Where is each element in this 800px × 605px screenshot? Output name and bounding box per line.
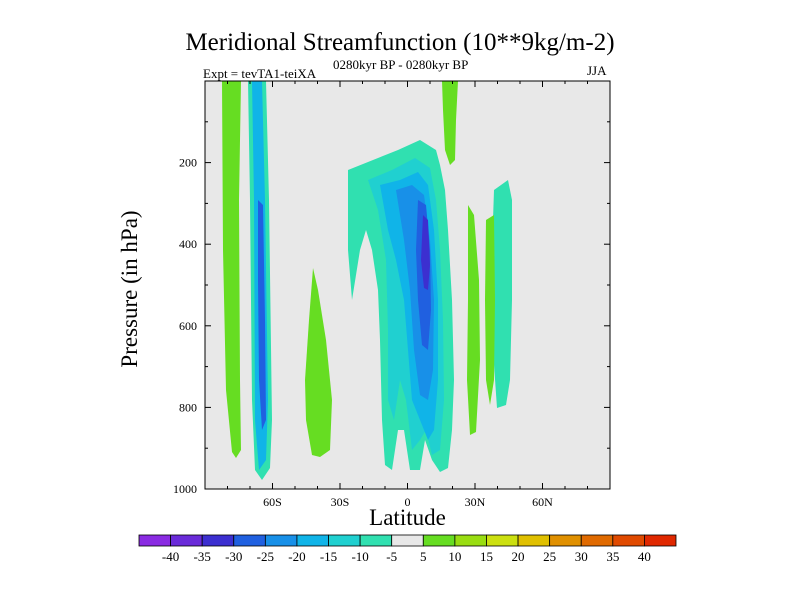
colorbar-label: -35 xyxy=(194,549,211,564)
contour-green-band-far-south xyxy=(222,81,241,458)
colorbar-swatch xyxy=(264,534,298,547)
colorbar-label: -10 xyxy=(351,549,368,564)
colorbar-swatch xyxy=(170,534,203,547)
y-tick-label: 1000 xyxy=(173,482,197,496)
y-axis-label: Pressure (in hPa) xyxy=(117,210,142,368)
colorbar-swatch xyxy=(517,534,551,547)
x-tick-label: 60S xyxy=(263,495,282,509)
colorbar-swatch xyxy=(359,534,393,547)
colorbar-label: 15 xyxy=(480,549,493,564)
colorbar-swatch xyxy=(296,534,329,547)
contour-blue-core-60s xyxy=(258,200,266,430)
x-tick-label: 60N xyxy=(532,495,553,509)
colorbar-swatch xyxy=(549,534,582,547)
x-tick-label: 0 xyxy=(405,495,411,509)
colorbar-label: -15 xyxy=(320,549,337,564)
contour-green-tongue-40s xyxy=(305,268,332,457)
contour-cyan-column-40n-green-edge xyxy=(485,215,495,405)
colorbar-label: 20 xyxy=(512,549,525,564)
colorbar-swatch xyxy=(233,534,266,547)
contour-cyan-column-40n xyxy=(492,180,512,408)
experiment-label: Expt = tevTA1-teiXA xyxy=(203,66,317,81)
colorbar-label: -20 xyxy=(288,549,305,564)
colorbar-label: 5 xyxy=(420,549,427,564)
colorbar-swatch xyxy=(422,534,456,547)
colorbar-swatch xyxy=(612,534,645,547)
colorbar-label: -40 xyxy=(162,549,179,564)
colorbar-swatch xyxy=(486,534,519,547)
y-axis: 200 400 600 800 1000 xyxy=(173,121,610,496)
season-label: JJA xyxy=(587,63,607,78)
y-tick-label: 200 xyxy=(179,156,197,170)
y-tick-label: 600 xyxy=(179,319,197,333)
colorbar-swatch xyxy=(328,534,361,547)
contour-tropical-core xyxy=(421,215,430,290)
chart-title: Meridional Streamfunction (10**9kg/m-2) xyxy=(185,29,615,56)
colorbar-swatch xyxy=(644,534,677,547)
colorbar-label: -5 xyxy=(386,549,397,564)
colorbar-label: 35 xyxy=(606,549,619,564)
x-axis-label: Latitude xyxy=(369,505,446,530)
colorbar: -40 -35 -30 -25 -20 -15 -10 -5 5 10 15 20 25 30 35 40 xyxy=(138,534,677,564)
colorbar-swatch xyxy=(138,534,171,547)
colorbar-swatch xyxy=(201,534,235,547)
colorbar-label: 30 xyxy=(575,549,588,564)
time-range-label: 0280kyr BP - 0280kyr BP xyxy=(333,57,469,72)
colorbar-swatch xyxy=(454,534,487,547)
contour-green-column-30n xyxy=(467,205,480,435)
colorbar-label: 25 xyxy=(543,549,556,564)
colorbar-swatch xyxy=(580,534,614,547)
colorbar-label: 40 xyxy=(638,549,651,564)
y-tick-label: 400 xyxy=(179,237,197,251)
contour-green-column-20n xyxy=(442,81,458,165)
x-axis: 60S 30S 0 30N 60N xyxy=(227,81,588,509)
contour-fills xyxy=(222,81,512,480)
x-tick-label: 30S xyxy=(331,495,350,509)
y-tick-label: 800 xyxy=(179,400,197,414)
colorbar-label: 10 xyxy=(448,549,461,564)
x-tick-label: 30N xyxy=(465,495,486,509)
colorbar-label: -25 xyxy=(257,549,274,564)
colorbar-swatch xyxy=(391,534,424,547)
colorbar-label: -30 xyxy=(225,549,242,564)
